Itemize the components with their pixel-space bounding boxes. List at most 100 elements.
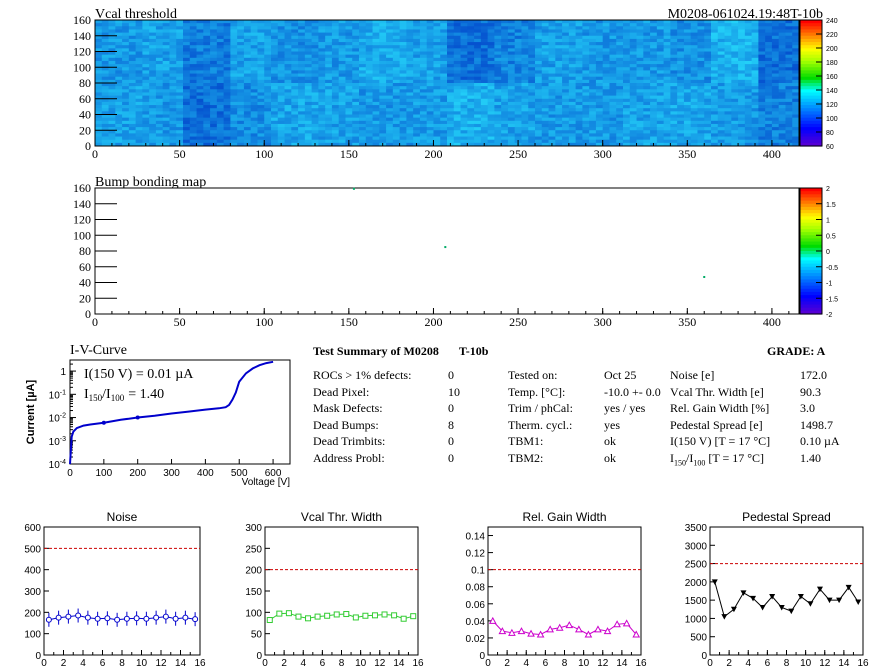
heatmap-cell — [338, 42, 346, 46]
heatmap-cell — [738, 38, 746, 43]
heatmap-cell — [711, 67, 719, 71]
heatmap-cell — [670, 60, 678, 65]
heatmap-cell — [582, 23, 590, 27]
heatmap-cell — [474, 45, 482, 49]
heatmap-cell — [122, 117, 130, 122]
heatmap-cell — [487, 120, 495, 125]
heatmap-cell — [582, 117, 590, 122]
heatmap-cell — [629, 89, 637, 93]
heatmap-cell — [149, 26, 157, 30]
heatmap-cell — [379, 111, 387, 115]
heatmap-cell — [264, 117, 272, 122]
heatmap-cell — [724, 105, 732, 109]
heatmap-cell — [751, 92, 759, 96]
heatmap-cell — [711, 86, 719, 90]
heatmap-cell — [453, 114, 461, 119]
heatmap-cell — [595, 51, 604, 56]
heatmap-cell — [291, 79, 299, 84]
heatmap-cell — [379, 48, 387, 52]
heatmap-cell — [670, 114, 678, 119]
heatmap-cell — [711, 32, 719, 37]
heatmap-cell — [453, 95, 461, 100]
heatmap-cell — [507, 76, 516, 81]
heatmap-cell — [433, 79, 441, 84]
heatmap-cell — [257, 79, 265, 84]
heatmap-cell — [176, 111, 184, 115]
heatmap-cell — [629, 48, 637, 52]
heatmap-cell — [149, 133, 157, 137]
heatmap-cell — [243, 111, 252, 115]
heatmap-cell — [744, 133, 753, 137]
heatmap-cell — [792, 64, 800, 68]
heatmap-cell — [670, 64, 678, 68]
heatmap-cell — [609, 45, 617, 49]
heatmap-cell — [623, 32, 631, 37]
heatmap-cell — [555, 45, 563, 49]
heatmap-cell — [677, 23, 685, 27]
heatmap-cell — [507, 83, 516, 87]
heatmap-cell — [690, 67, 698, 71]
heatmap-cell — [717, 120, 725, 125]
heatmap-cell — [433, 76, 441, 81]
heatmap-cell — [386, 111, 394, 115]
heatmap-cell — [399, 92, 407, 96]
heatmap-cell — [467, 86, 475, 90]
heatmap-cell — [609, 101, 617, 106]
heatmap-cell — [386, 57, 394, 62]
heatmap-cell — [210, 79, 218, 84]
heatmap-cell — [95, 86, 103, 90]
heatmap-cell — [135, 123, 143, 128]
heatmap-cell — [149, 117, 157, 122]
heatmap-cell — [359, 108, 367, 112]
heatmap-cell — [643, 92, 651, 96]
heatmap-cell — [683, 20, 692, 24]
heatmap-cell — [751, 45, 759, 49]
heatmap-cell — [792, 51, 800, 56]
heatmap-cell — [183, 133, 191, 137]
data-point — [305, 615, 312, 622]
heatmap-cell — [494, 35, 502, 40]
heatmap-cell — [176, 105, 184, 109]
heatmap-cell — [548, 105, 556, 109]
heatmap-cell — [101, 117, 109, 122]
heatmap-cell — [264, 123, 272, 128]
heatmap-cell — [304, 120, 313, 125]
colorbar-band — [800, 219, 822, 224]
heatmap-cell — [765, 89, 773, 93]
heatmap-cell — [704, 70, 712, 74]
heatmap-cell — [352, 95, 360, 100]
heatmap-cell — [440, 130, 448, 134]
heatmap-cell — [291, 73, 299, 78]
heatmap-cell — [778, 130, 786, 134]
heatmap-cell — [372, 32, 380, 37]
heatmap-cell — [582, 133, 590, 137]
heatmap-cell — [656, 60, 665, 65]
heatmap-cell — [419, 23, 428, 27]
data-point — [182, 614, 189, 621]
heatmap-cell — [758, 35, 766, 40]
heatmap-cell — [216, 73, 225, 78]
heatmap-cell — [453, 70, 461, 74]
heatmap-cell — [155, 114, 164, 119]
heatmap-cell — [419, 32, 428, 37]
heatmap-cell — [277, 98, 285, 103]
heatmap-cell — [771, 120, 780, 125]
heatmap-cell — [311, 89, 319, 93]
heatmap-cell — [568, 26, 577, 30]
data-point — [750, 595, 757, 602]
heatmap-cell — [95, 95, 103, 100]
heatmap-cell — [142, 120, 150, 125]
heatmap-cell — [677, 133, 685, 137]
heatmap-cell — [650, 133, 658, 137]
heatmap-cell — [271, 29, 279, 33]
summary-label: Dead Bumps: — [313, 417, 379, 432]
heatmap-cell — [271, 73, 279, 78]
heatmap-cell — [460, 92, 468, 96]
heatmap-cell — [359, 130, 367, 134]
heatmap-cell — [758, 123, 766, 128]
heatmap-cell — [230, 67, 238, 71]
heatmap-cell — [711, 136, 719, 141]
small-chart-frame — [264, 526, 419, 656]
heatmap-cell — [304, 127, 313, 131]
heatmap-cell — [101, 29, 109, 33]
